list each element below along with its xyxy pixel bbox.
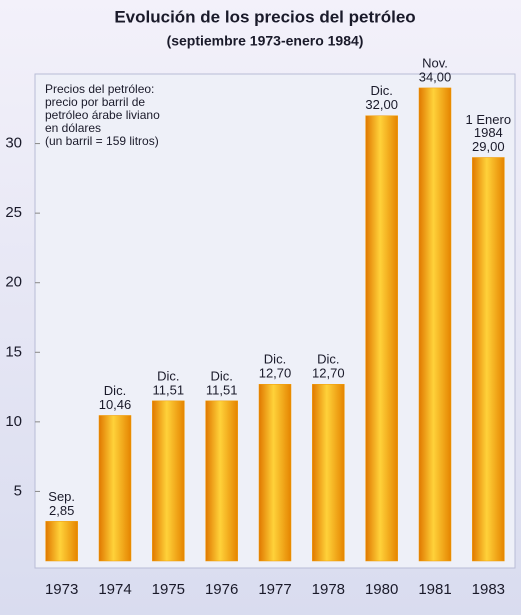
value-label: 34,00 (419, 69, 452, 84)
x-tick-label: 1978 (312, 581, 345, 598)
y-tick-label: 30 (5, 135, 22, 152)
bar (152, 400, 185, 562)
note-line: petróleo árabe liviano (45, 108, 160, 122)
bar (98, 415, 132, 562)
note-line: en dólares (45, 121, 101, 135)
x-tick-label: 1977 (258, 581, 291, 598)
y-tick-label: 10 (5, 413, 22, 430)
bar (45, 521, 78, 562)
note-line: (un barril = 159 litros) (45, 134, 159, 148)
bar (312, 384, 345, 562)
x-tick-label: 1974 (98, 581, 131, 598)
bar-annotation: Dic. (104, 383, 126, 398)
x-tick-label: 1976 (205, 581, 238, 598)
value-label: 12,70 (312, 366, 345, 381)
value-label: 10,46 (99, 397, 132, 412)
bar-annotation: Sep. (48, 489, 75, 504)
bar-annotation: Nov. (422, 55, 448, 70)
y-tick-label: 25 (5, 204, 22, 221)
x-tick-label: 1975 (152, 581, 185, 598)
bar (365, 115, 398, 562)
value-label: 12,70 (259, 366, 292, 381)
bar-annotation: Dic. (157, 368, 179, 383)
bar-annotation: Dic. (317, 352, 339, 367)
chart-subtitle: (septiembre 1973-enero 1984) (167, 33, 364, 49)
bar-annotation: Dic. (210, 368, 232, 383)
value-label: 2,85 (49, 503, 74, 518)
value-label: 32,00 (365, 97, 398, 112)
bar (418, 87, 452, 562)
bar-annotation: 1 Enero (466, 112, 512, 127)
x-tick-label: 1983 (472, 581, 505, 598)
note-line: Precios del petróleo: (45, 82, 154, 96)
value-label: 29,00 (472, 139, 505, 154)
value-label: 11,51 (206, 382, 238, 397)
bar-annotation: 1984 (474, 125, 503, 140)
x-tick-label: 1973 (45, 581, 78, 598)
bar-annotation: Dic. (370, 83, 392, 98)
x-tick-label: 1980 (365, 581, 398, 598)
bar-annotation: Dic. (264, 352, 286, 367)
value-label: 11,51 (153, 382, 185, 397)
chart-title: Evolución de los precios del petróleo (114, 7, 415, 26)
y-tick-label: 20 (5, 274, 22, 291)
x-tick-label: 1981 (418, 581, 451, 598)
bar (205, 400, 238, 562)
bar (258, 384, 292, 562)
bar (472, 157, 505, 562)
y-tick-label: 15 (5, 343, 22, 360)
note-line: precio por barril de (45, 95, 145, 109)
y-tick-label: 5 (14, 482, 22, 499)
